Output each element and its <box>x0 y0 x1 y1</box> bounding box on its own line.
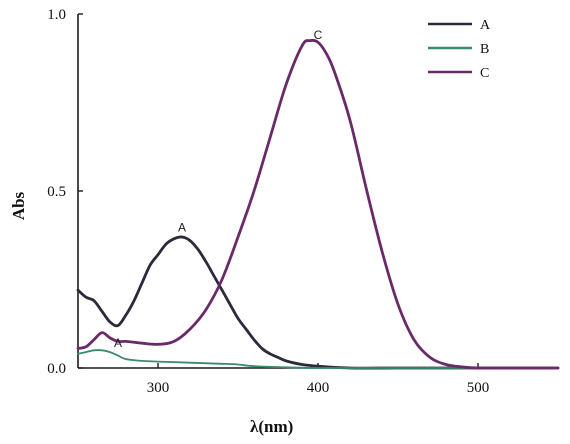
legend-label-b: B <box>480 42 489 57</box>
curve-annotation: C <box>314 28 323 42</box>
x-axis-title: λ(nm) <box>250 417 293 436</box>
y-tick-label: 0.0 <box>47 361 66 377</box>
curve-annotation: A <box>178 221 186 235</box>
legend: ABC <box>428 18 491 81</box>
series-line-a <box>76 235 560 370</box>
series-curves <box>76 38 560 370</box>
curve-annotations: A C A <box>114 28 323 350</box>
ticks: 300 400 500 0.0 0.5 1.0 <box>47 7 489 396</box>
legend-label-c: C <box>480 66 489 81</box>
x-tick-label: 500 <box>467 380 490 396</box>
y-tick-label: 0.5 <box>47 184 66 200</box>
x-tick-label: 400 <box>307 380 330 396</box>
legend-label-a: A <box>480 18 491 33</box>
series-line-b <box>77 349 559 369</box>
curve-annotation: A <box>114 336 122 350</box>
x-tick-label: 300 <box>147 380 170 396</box>
y-axis-title: Abs <box>9 191 28 220</box>
y-tick-label: 1.0 <box>47 7 66 23</box>
series-line-c <box>76 38 560 370</box>
